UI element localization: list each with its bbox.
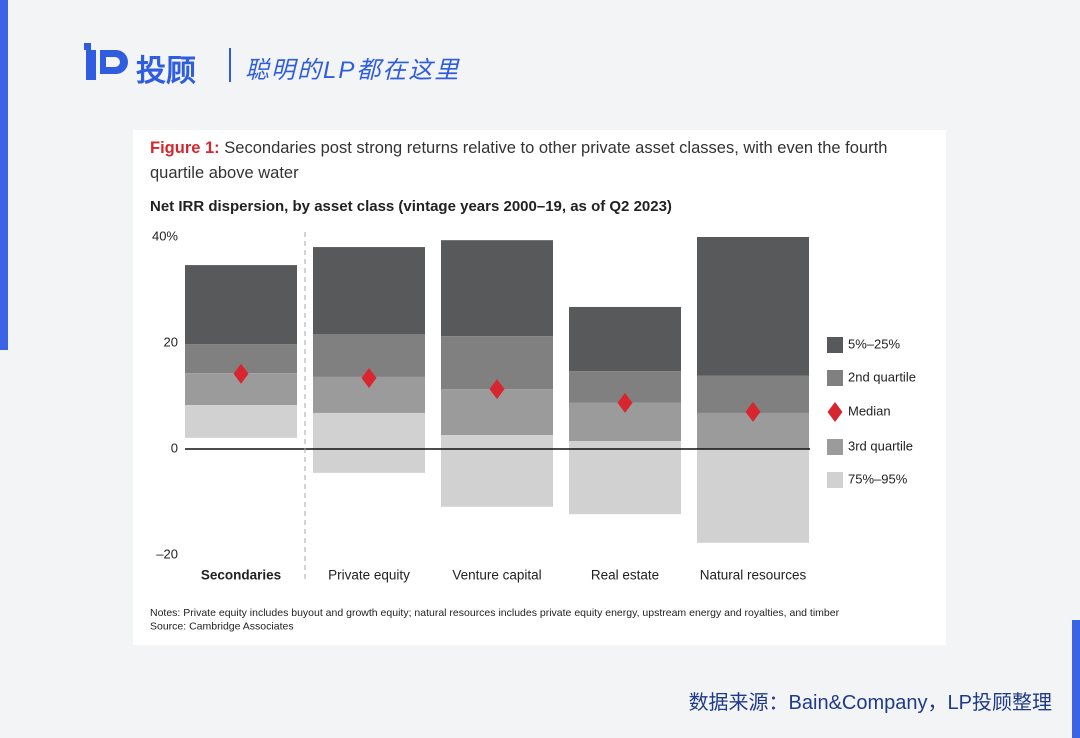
bar-segment (313, 247, 425, 334)
bar-segment (185, 405, 297, 438)
legend-label: Median (848, 403, 891, 418)
bar-segment (697, 237, 809, 376)
logo-icon (84, 43, 128, 80)
median-marker (617, 392, 633, 413)
accent-bar (0, 0, 8, 350)
separator (229, 48, 231, 82)
x-tick-label: Real estate (591, 568, 659, 583)
bar-segment (697, 449, 809, 543)
legend-marker (827, 402, 843, 422)
title-text: Secondaries post strong returns relative… (150, 139, 888, 182)
y-tick-label: –20 (156, 546, 178, 561)
note: Notes: Private equity includes buyout an… (150, 607, 840, 619)
slogan: 聪明的LP都在这里 (245, 57, 461, 84)
bar-segment (441, 435, 553, 507)
legend-label: 5%–25% (848, 336, 900, 351)
x-tick-label: Natural resources (700, 568, 807, 583)
legend-swatch (827, 439, 843, 455)
bar-segment (313, 412, 425, 473)
legend-swatch (827, 337, 843, 353)
source-footer: 数据来源：Bain&Company，LP投顾整理 (688, 692, 1052, 714)
median-marker (745, 401, 761, 422)
chart-title: Figure 1: Secondaries post strong return… (150, 136, 940, 186)
x-tick-label: Private equity (328, 568, 410, 583)
bar-segment (569, 306, 681, 372)
y-tick-label: 0 (171, 440, 178, 455)
x-tick-label: Secondaries (201, 568, 281, 583)
y-tick-label: 40% (152, 228, 178, 243)
bar-segment (185, 265, 297, 345)
figure-label: Figure 1: (150, 139, 220, 157)
legend-label: 75%–95% (848, 471, 908, 486)
brand: 投顾 (136, 55, 196, 88)
x-tick-label: Venture capital (452, 568, 541, 583)
median-marker (489, 379, 505, 400)
legend-label: 2nd quartile (848, 369, 916, 384)
bar-segment (569, 441, 681, 515)
median-marker (361, 367, 377, 388)
legend-swatch (827, 472, 843, 488)
median-marker (233, 363, 249, 384)
y-tick-label: 20 (164, 334, 178, 349)
legend-swatch (827, 370, 843, 386)
legend-label: 3rd quartile (848, 438, 913, 453)
accent-bar (1072, 620, 1080, 738)
note: Source: Cambridge Associates (150, 620, 294, 632)
subtitle: Net IRR dispersion, by asset class (vint… (150, 198, 672, 215)
bar-segment (441, 240, 553, 337)
